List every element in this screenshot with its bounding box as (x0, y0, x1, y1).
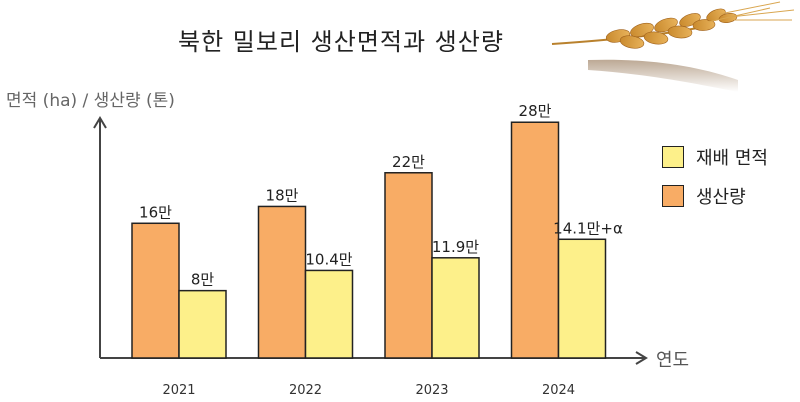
wheat-ear-image (551, 1, 795, 92)
bar-area-2023 (431, 257, 480, 359)
data-label-area-2021: 8만 (191, 271, 215, 289)
legend-swatch-production (662, 185, 684, 207)
bar-production-2022 (257, 205, 307, 359)
data-label-production-2022: 18만 (266, 186, 299, 204)
bar-area-2021 (178, 289, 227, 359)
legend-swatch-area (662, 146, 684, 168)
x-tick-label-2022: 2022 (289, 383, 322, 398)
chart-title: 북한 밀보리 생산면적과 생산량 (178, 28, 504, 56)
data-label-area-2024: 14.1만+α (553, 219, 623, 237)
x-tick-label-2023: 2023 (415, 383, 448, 398)
data-label-area-2022: 10.4만 (305, 250, 352, 268)
bar-area-2022 (304, 269, 354, 359)
data-label-production-2023: 22만 (392, 153, 425, 171)
legend-label-area: 재배 면적 (696, 148, 768, 169)
bar-area-2024 (557, 238, 607, 359)
bar-production-2023 (384, 172, 433, 359)
legend: 재배 면적 생산량 (662, 145, 768, 223)
legend-item-production: 생산량 (662, 184, 768, 208)
y-axis-arrow (93, 116, 107, 129)
data-label-area-2023: 11.9만 (432, 238, 479, 256)
data-label-production-2021: 16만 (139, 203, 172, 221)
legend-label-production: 생산량 (696, 187, 746, 208)
x-tick-label-2021: 2021 (162, 383, 195, 398)
y-axis-label: 면적 (ha) / 생산량 (톤) (6, 91, 175, 111)
legend-item-area: 재배 면적 (662, 145, 768, 169)
data-label-production-2024: 28만 (519, 102, 552, 120)
x-axis-label: 연도 (656, 350, 690, 371)
bar-production-2021 (131, 222, 180, 359)
bar-production-2024 (510, 121, 560, 359)
x-axis-arrow (635, 351, 648, 365)
x-tick-label-2024: 2024 (542, 383, 575, 398)
